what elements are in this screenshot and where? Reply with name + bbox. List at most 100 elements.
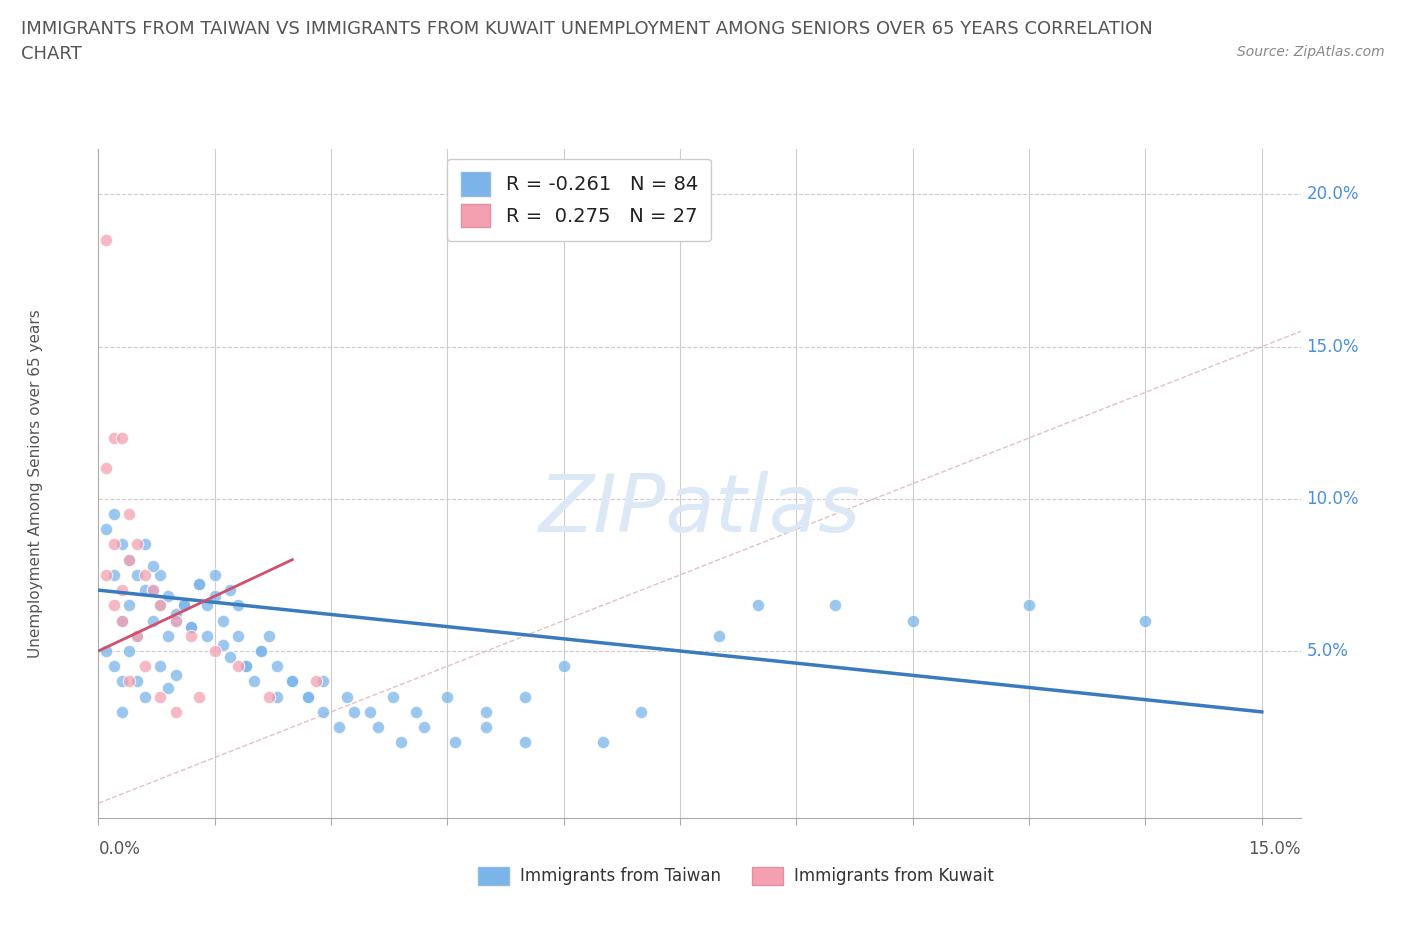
Point bbox=[165, 613, 187, 628]
Point bbox=[180, 629, 202, 644]
Point bbox=[389, 735, 412, 750]
Point bbox=[118, 552, 141, 567]
Text: Unemployment Among Seniors over 65 years: Unemployment Among Seniors over 65 years bbox=[28, 309, 44, 658]
Point bbox=[165, 668, 187, 683]
Point bbox=[188, 577, 211, 591]
Point bbox=[127, 629, 149, 644]
Point bbox=[747, 598, 769, 613]
Point bbox=[195, 598, 218, 613]
Point bbox=[242, 674, 264, 689]
Point bbox=[96, 644, 118, 658]
Point bbox=[304, 674, 326, 689]
Point bbox=[281, 674, 304, 689]
Point bbox=[257, 629, 280, 644]
Point bbox=[157, 680, 180, 695]
Point bbox=[165, 704, 187, 719]
Point bbox=[149, 598, 172, 613]
Text: Source: ZipAtlas.com: Source: ZipAtlas.com bbox=[1237, 45, 1385, 59]
Point bbox=[96, 522, 118, 537]
Text: 10.0%: 10.0% bbox=[1306, 490, 1360, 508]
Point bbox=[157, 589, 180, 604]
Point bbox=[165, 607, 187, 622]
Text: 0.0%: 0.0% bbox=[98, 840, 141, 857]
Point bbox=[142, 558, 165, 573]
Point bbox=[195, 629, 218, 644]
Point bbox=[359, 704, 381, 719]
Point bbox=[103, 598, 125, 613]
Point bbox=[173, 598, 195, 613]
Point bbox=[103, 537, 125, 551]
Point bbox=[96, 461, 118, 476]
Point bbox=[367, 720, 389, 735]
Point bbox=[513, 689, 536, 704]
Text: ZIPatlas: ZIPatlas bbox=[538, 472, 860, 550]
Point bbox=[226, 598, 249, 613]
Point bbox=[235, 658, 257, 673]
Point bbox=[707, 629, 730, 644]
Point bbox=[96, 567, 118, 582]
Point bbox=[204, 644, 226, 658]
Point bbox=[250, 644, 273, 658]
Point bbox=[103, 507, 125, 522]
Point bbox=[111, 704, 134, 719]
Point bbox=[118, 598, 141, 613]
Point bbox=[111, 537, 134, 551]
Text: 5.0%: 5.0% bbox=[1306, 642, 1348, 660]
Point bbox=[134, 537, 156, 551]
Point bbox=[250, 644, 273, 658]
Point bbox=[297, 689, 319, 704]
Point bbox=[592, 735, 614, 750]
Point bbox=[111, 613, 134, 628]
Point bbox=[444, 735, 467, 750]
Point bbox=[204, 589, 226, 604]
Point bbox=[111, 613, 134, 628]
Point bbox=[188, 689, 211, 704]
Point bbox=[149, 598, 172, 613]
Point bbox=[142, 583, 165, 598]
Point bbox=[96, 232, 118, 247]
Point bbox=[266, 689, 288, 704]
Point bbox=[226, 629, 249, 644]
Point bbox=[235, 658, 257, 673]
Text: IMMIGRANTS FROM TAIWAN VS IMMIGRANTS FROM KUWAIT UNEMPLOYMENT AMONG SENIORS OVER: IMMIGRANTS FROM TAIWAN VS IMMIGRANTS FRO… bbox=[21, 20, 1153, 38]
Point bbox=[211, 613, 233, 628]
Point bbox=[824, 598, 846, 613]
Point bbox=[134, 658, 156, 673]
Point bbox=[103, 658, 125, 673]
Point bbox=[188, 577, 211, 591]
Point bbox=[219, 583, 242, 598]
Point bbox=[127, 629, 149, 644]
Point bbox=[281, 674, 304, 689]
Legend: R = -0.261   N = 84, R =  0.275   N = 27: R = -0.261 N = 84, R = 0.275 N = 27 bbox=[447, 158, 711, 241]
Point bbox=[111, 583, 134, 598]
Point bbox=[257, 689, 280, 704]
Point bbox=[118, 674, 141, 689]
Point bbox=[312, 704, 335, 719]
Point bbox=[127, 537, 149, 551]
Point bbox=[266, 658, 288, 673]
Text: Immigrants from Taiwan: Immigrants from Taiwan bbox=[520, 867, 721, 885]
Point bbox=[336, 689, 359, 704]
Point bbox=[328, 720, 350, 735]
Point bbox=[127, 567, 149, 582]
Point bbox=[382, 689, 405, 704]
Point bbox=[118, 507, 141, 522]
Point bbox=[513, 735, 536, 750]
Point bbox=[157, 629, 180, 644]
Point bbox=[118, 552, 141, 567]
Point bbox=[111, 431, 134, 445]
Text: 20.0%: 20.0% bbox=[1306, 185, 1360, 204]
Point bbox=[343, 704, 366, 719]
Point bbox=[173, 598, 195, 613]
Point bbox=[149, 658, 172, 673]
Point bbox=[297, 689, 319, 704]
Point bbox=[134, 567, 156, 582]
Point bbox=[211, 637, 233, 652]
Point bbox=[475, 720, 498, 735]
Point bbox=[142, 583, 165, 598]
Point bbox=[142, 613, 165, 628]
Text: Immigrants from Kuwait: Immigrants from Kuwait bbox=[794, 867, 994, 885]
Text: CHART: CHART bbox=[21, 45, 82, 62]
Point bbox=[630, 704, 652, 719]
Text: 15.0%: 15.0% bbox=[1306, 338, 1360, 355]
